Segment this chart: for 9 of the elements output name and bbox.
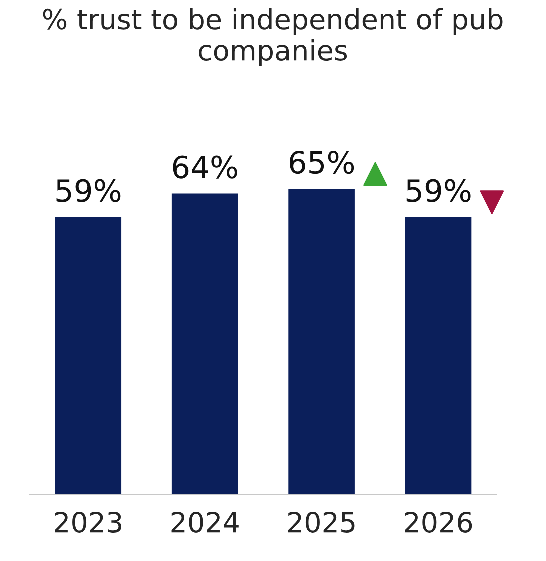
x-tick-label: 2026 <box>405 512 472 533</box>
chart-title: % trust to be independent of pub companies <box>43 8 503 66</box>
data-label: 59% <box>56 179 121 202</box>
data-label: 64% <box>173 156 238 179</box>
data-label: 65% <box>290 151 354 174</box>
x-tick-label: 2023 <box>55 512 122 533</box>
data-label: 59% <box>406 179 471 202</box>
x-tick-label: 2024 <box>172 512 239 533</box>
x-tick-label: 2025 <box>288 512 355 533</box>
